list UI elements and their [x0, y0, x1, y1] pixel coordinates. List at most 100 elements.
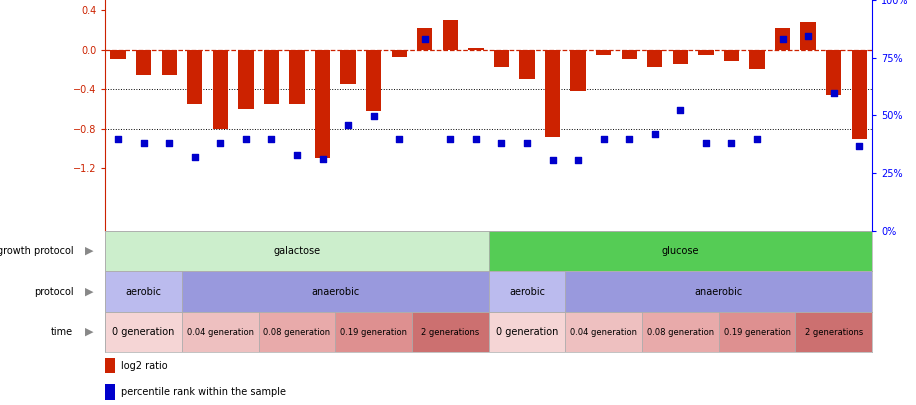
Text: 0.19 generation: 0.19 generation: [724, 328, 791, 337]
Point: [673, 107, 688, 114]
Point: [545, 157, 560, 164]
Text: 0 generation: 0 generation: [113, 327, 175, 337]
Text: 2 generations: 2 generations: [804, 328, 863, 337]
Bar: [238, 49, 254, 109]
Point: [775, 36, 790, 43]
Bar: [161, 49, 177, 75]
Bar: [105, 384, 114, 400]
Point: [238, 136, 253, 142]
Bar: [519, 49, 535, 79]
Point: [392, 136, 407, 142]
Point: [826, 90, 841, 96]
Bar: [488, 231, 872, 271]
Bar: [341, 49, 355, 84]
Point: [749, 136, 764, 142]
Text: 2 generations: 2 generations: [421, 328, 479, 337]
Text: 0.08 generation: 0.08 generation: [264, 328, 331, 337]
Bar: [565, 312, 642, 352]
Point: [648, 130, 662, 137]
Bar: [488, 271, 565, 312]
Bar: [213, 49, 228, 129]
Bar: [182, 271, 488, 312]
Text: glucose: glucose: [661, 246, 699, 256]
Point: [852, 143, 867, 149]
Text: ▶: ▶: [85, 246, 93, 256]
Text: ▶: ▶: [85, 287, 93, 296]
Bar: [795, 312, 872, 352]
Bar: [571, 49, 586, 91]
Text: aerobic: aerobic: [509, 287, 545, 296]
Bar: [647, 49, 662, 67]
Bar: [565, 271, 872, 312]
Bar: [187, 49, 202, 104]
Point: [418, 36, 432, 43]
Bar: [412, 312, 489, 352]
Bar: [852, 49, 867, 139]
Point: [264, 136, 278, 142]
Bar: [105, 312, 182, 352]
Point: [289, 152, 304, 158]
Bar: [698, 49, 714, 55]
Point: [699, 139, 714, 146]
Bar: [672, 49, 688, 64]
Point: [469, 136, 484, 142]
Bar: [724, 49, 739, 62]
Text: aerobic: aerobic: [125, 287, 162, 296]
Bar: [105, 231, 488, 271]
Bar: [442, 20, 458, 49]
Bar: [105, 271, 182, 312]
Text: 0 generation: 0 generation: [496, 327, 558, 337]
Point: [494, 139, 508, 146]
Text: 0.04 generation: 0.04 generation: [570, 328, 638, 337]
Point: [801, 32, 815, 39]
Bar: [596, 49, 611, 55]
Bar: [366, 49, 381, 111]
Bar: [468, 47, 484, 49]
Bar: [182, 312, 258, 352]
Bar: [545, 49, 561, 136]
Point: [136, 139, 151, 146]
Bar: [289, 49, 305, 104]
Text: 0.08 generation: 0.08 generation: [647, 328, 714, 337]
Point: [188, 153, 202, 160]
Bar: [258, 312, 335, 352]
Point: [519, 139, 534, 146]
Text: galactose: galactose: [274, 246, 321, 256]
Text: ▶: ▶: [85, 327, 93, 337]
Bar: [494, 49, 509, 67]
Point: [443, 136, 458, 142]
Text: anaerobic: anaerobic: [694, 287, 743, 296]
Bar: [749, 49, 765, 69]
Text: percentile rank within the sample: percentile rank within the sample: [121, 387, 286, 397]
Bar: [335, 312, 412, 352]
Point: [213, 139, 228, 146]
Bar: [801, 22, 816, 49]
Bar: [264, 49, 279, 104]
Point: [596, 136, 611, 142]
Point: [571, 157, 585, 164]
Point: [111, 136, 125, 142]
Bar: [111, 49, 125, 60]
Text: anaerobic: anaerobic: [311, 287, 359, 296]
Text: log2 ratio: log2 ratio: [121, 360, 168, 371]
Point: [622, 136, 637, 142]
Bar: [622, 49, 637, 60]
Point: [162, 139, 177, 146]
Bar: [642, 312, 719, 352]
Bar: [105, 358, 114, 373]
Text: 0.19 generation: 0.19 generation: [340, 328, 408, 337]
Bar: [391, 49, 407, 58]
Text: 0.04 generation: 0.04 generation: [187, 328, 254, 337]
Point: [366, 113, 381, 119]
Text: growth protocol: growth protocol: [0, 246, 73, 256]
Bar: [136, 49, 151, 75]
Bar: [315, 49, 331, 158]
Bar: [826, 49, 842, 95]
Point: [725, 139, 739, 146]
Text: time: time: [51, 327, 73, 337]
Point: [315, 156, 330, 162]
Point: [341, 122, 355, 128]
Bar: [719, 312, 795, 352]
Text: protocol: protocol: [34, 287, 73, 296]
Bar: [417, 28, 432, 49]
